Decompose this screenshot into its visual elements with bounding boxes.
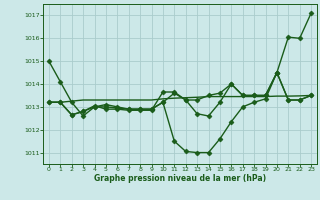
X-axis label: Graphe pression niveau de la mer (hPa): Graphe pression niveau de la mer (hPa): [94, 174, 266, 183]
